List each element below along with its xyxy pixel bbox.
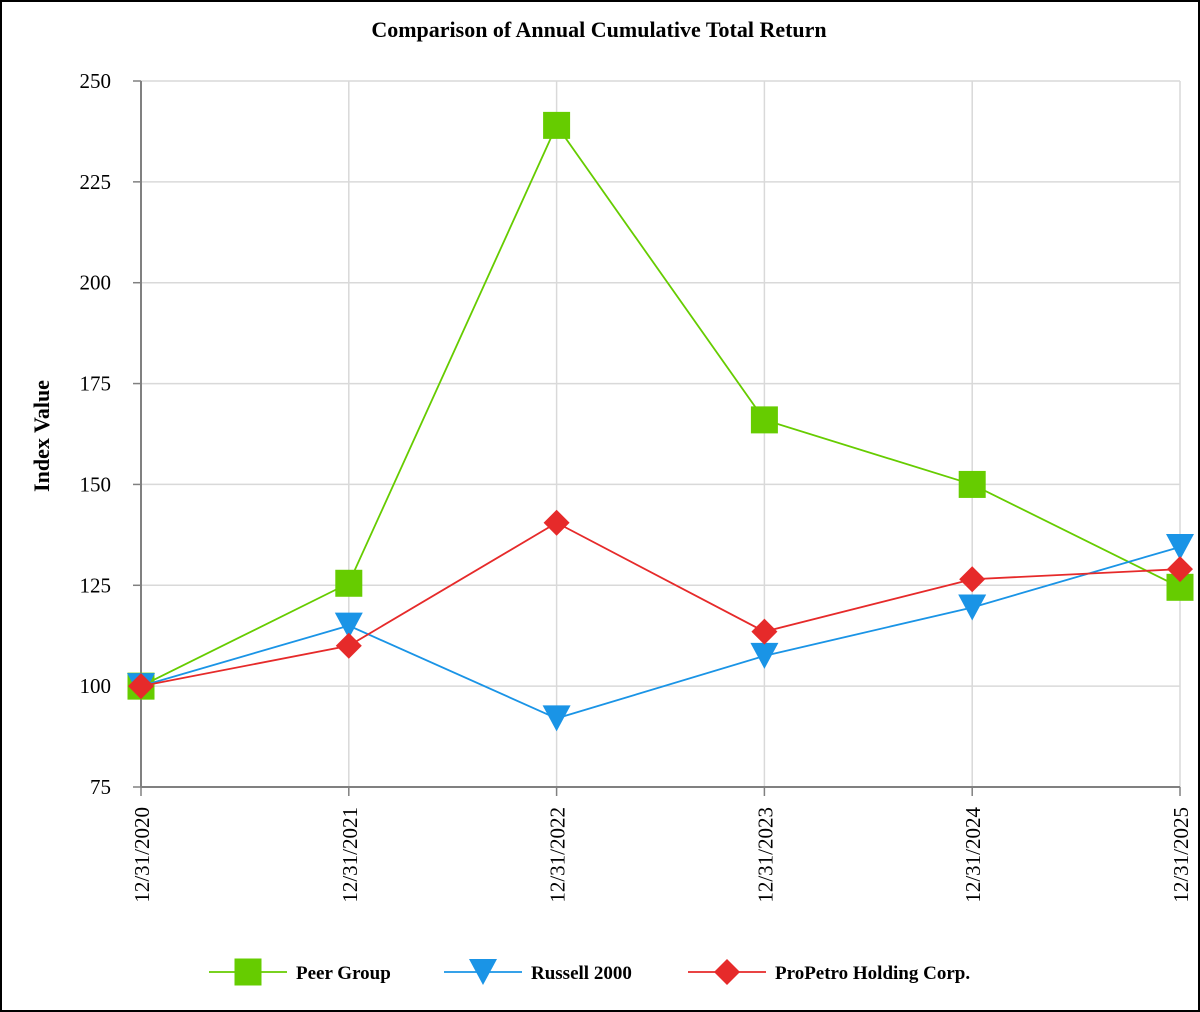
x-tick-label: 12/31/2023 — [753, 807, 777, 903]
series-0 — [127, 111, 1194, 700]
legend-label: ProPetro Holding Corp. — [775, 963, 970, 984]
series-line — [140, 521, 1181, 688]
legend-item-1: Russell 2000 — [444, 959, 632, 985]
series-line — [140, 546, 1181, 720]
chart-title: Comparison of Annual Cumulative Total Re… — [371, 17, 826, 42]
data-point — [543, 111, 571, 139]
series-line — [140, 123, 1181, 687]
data-point — [958, 470, 986, 498]
y-tick-label: 200 — [80, 271, 112, 295]
legend: Peer Group Russell 2000 ProPetro Holding C… — [209, 958, 970, 986]
y-tick-label: 175 — [80, 372, 112, 396]
y-tick-label: 100 — [80, 674, 112, 698]
data-point — [750, 406, 778, 434]
legend-marker — [714, 959, 740, 985]
data-point — [751, 618, 778, 645]
legend-item-2: ProPetro Holding Corp. — [688, 959, 970, 985]
y-tick-label: 225 — [80, 170, 112, 194]
data-point — [542, 705, 571, 732]
data-point — [543, 509, 570, 536]
data-point — [334, 612, 363, 639]
data-point — [335, 632, 362, 659]
x-tick-label: 12/31/2025 — [1169, 807, 1193, 903]
data-point — [958, 594, 987, 621]
gridlines — [141, 80, 1181, 787]
data-point — [750, 642, 779, 669]
legend-marker — [234, 958, 262, 986]
data-point — [335, 569, 363, 597]
legend-marker — [469, 959, 497, 985]
data-point — [128, 673, 154, 700]
data-point — [959, 566, 986, 593]
legend-label: Peer Group — [296, 963, 391, 984]
legend-item-0: Peer Group — [209, 958, 391, 986]
axes — [133, 80, 1181, 796]
x-tick-label: 12/31/2024 — [961, 807, 985, 903]
y-tick-label: 75 — [90, 775, 111, 799]
data-point — [1167, 556, 1193, 583]
data-point — [1166, 533, 1194, 560]
y-tick-label: 125 — [80, 573, 112, 597]
y-tick-label: 250 — [80, 69, 112, 93]
legend-label: Russell 2000 — [531, 963, 632, 984]
series-group — [127, 111, 1194, 732]
x-axis-ticks: 12/31/2020 12/31/2021 12/31/2022 12/31/2023… — [130, 807, 1193, 903]
series-1 — [127, 533, 1194, 732]
y-tick-label: 150 — [80, 472, 112, 496]
x-tick-label: 12/31/2022 — [546, 807, 570, 903]
series-2 — [128, 509, 1193, 700]
x-tick-label: 12/31/2020 — [130, 807, 154, 903]
y-axis-ticks: 75 100 125 150 175 200 225 250 — [80, 69, 112, 799]
y-axis-label: Index Value — [29, 380, 54, 492]
x-tick-label: 12/31/2021 — [338, 807, 362, 903]
